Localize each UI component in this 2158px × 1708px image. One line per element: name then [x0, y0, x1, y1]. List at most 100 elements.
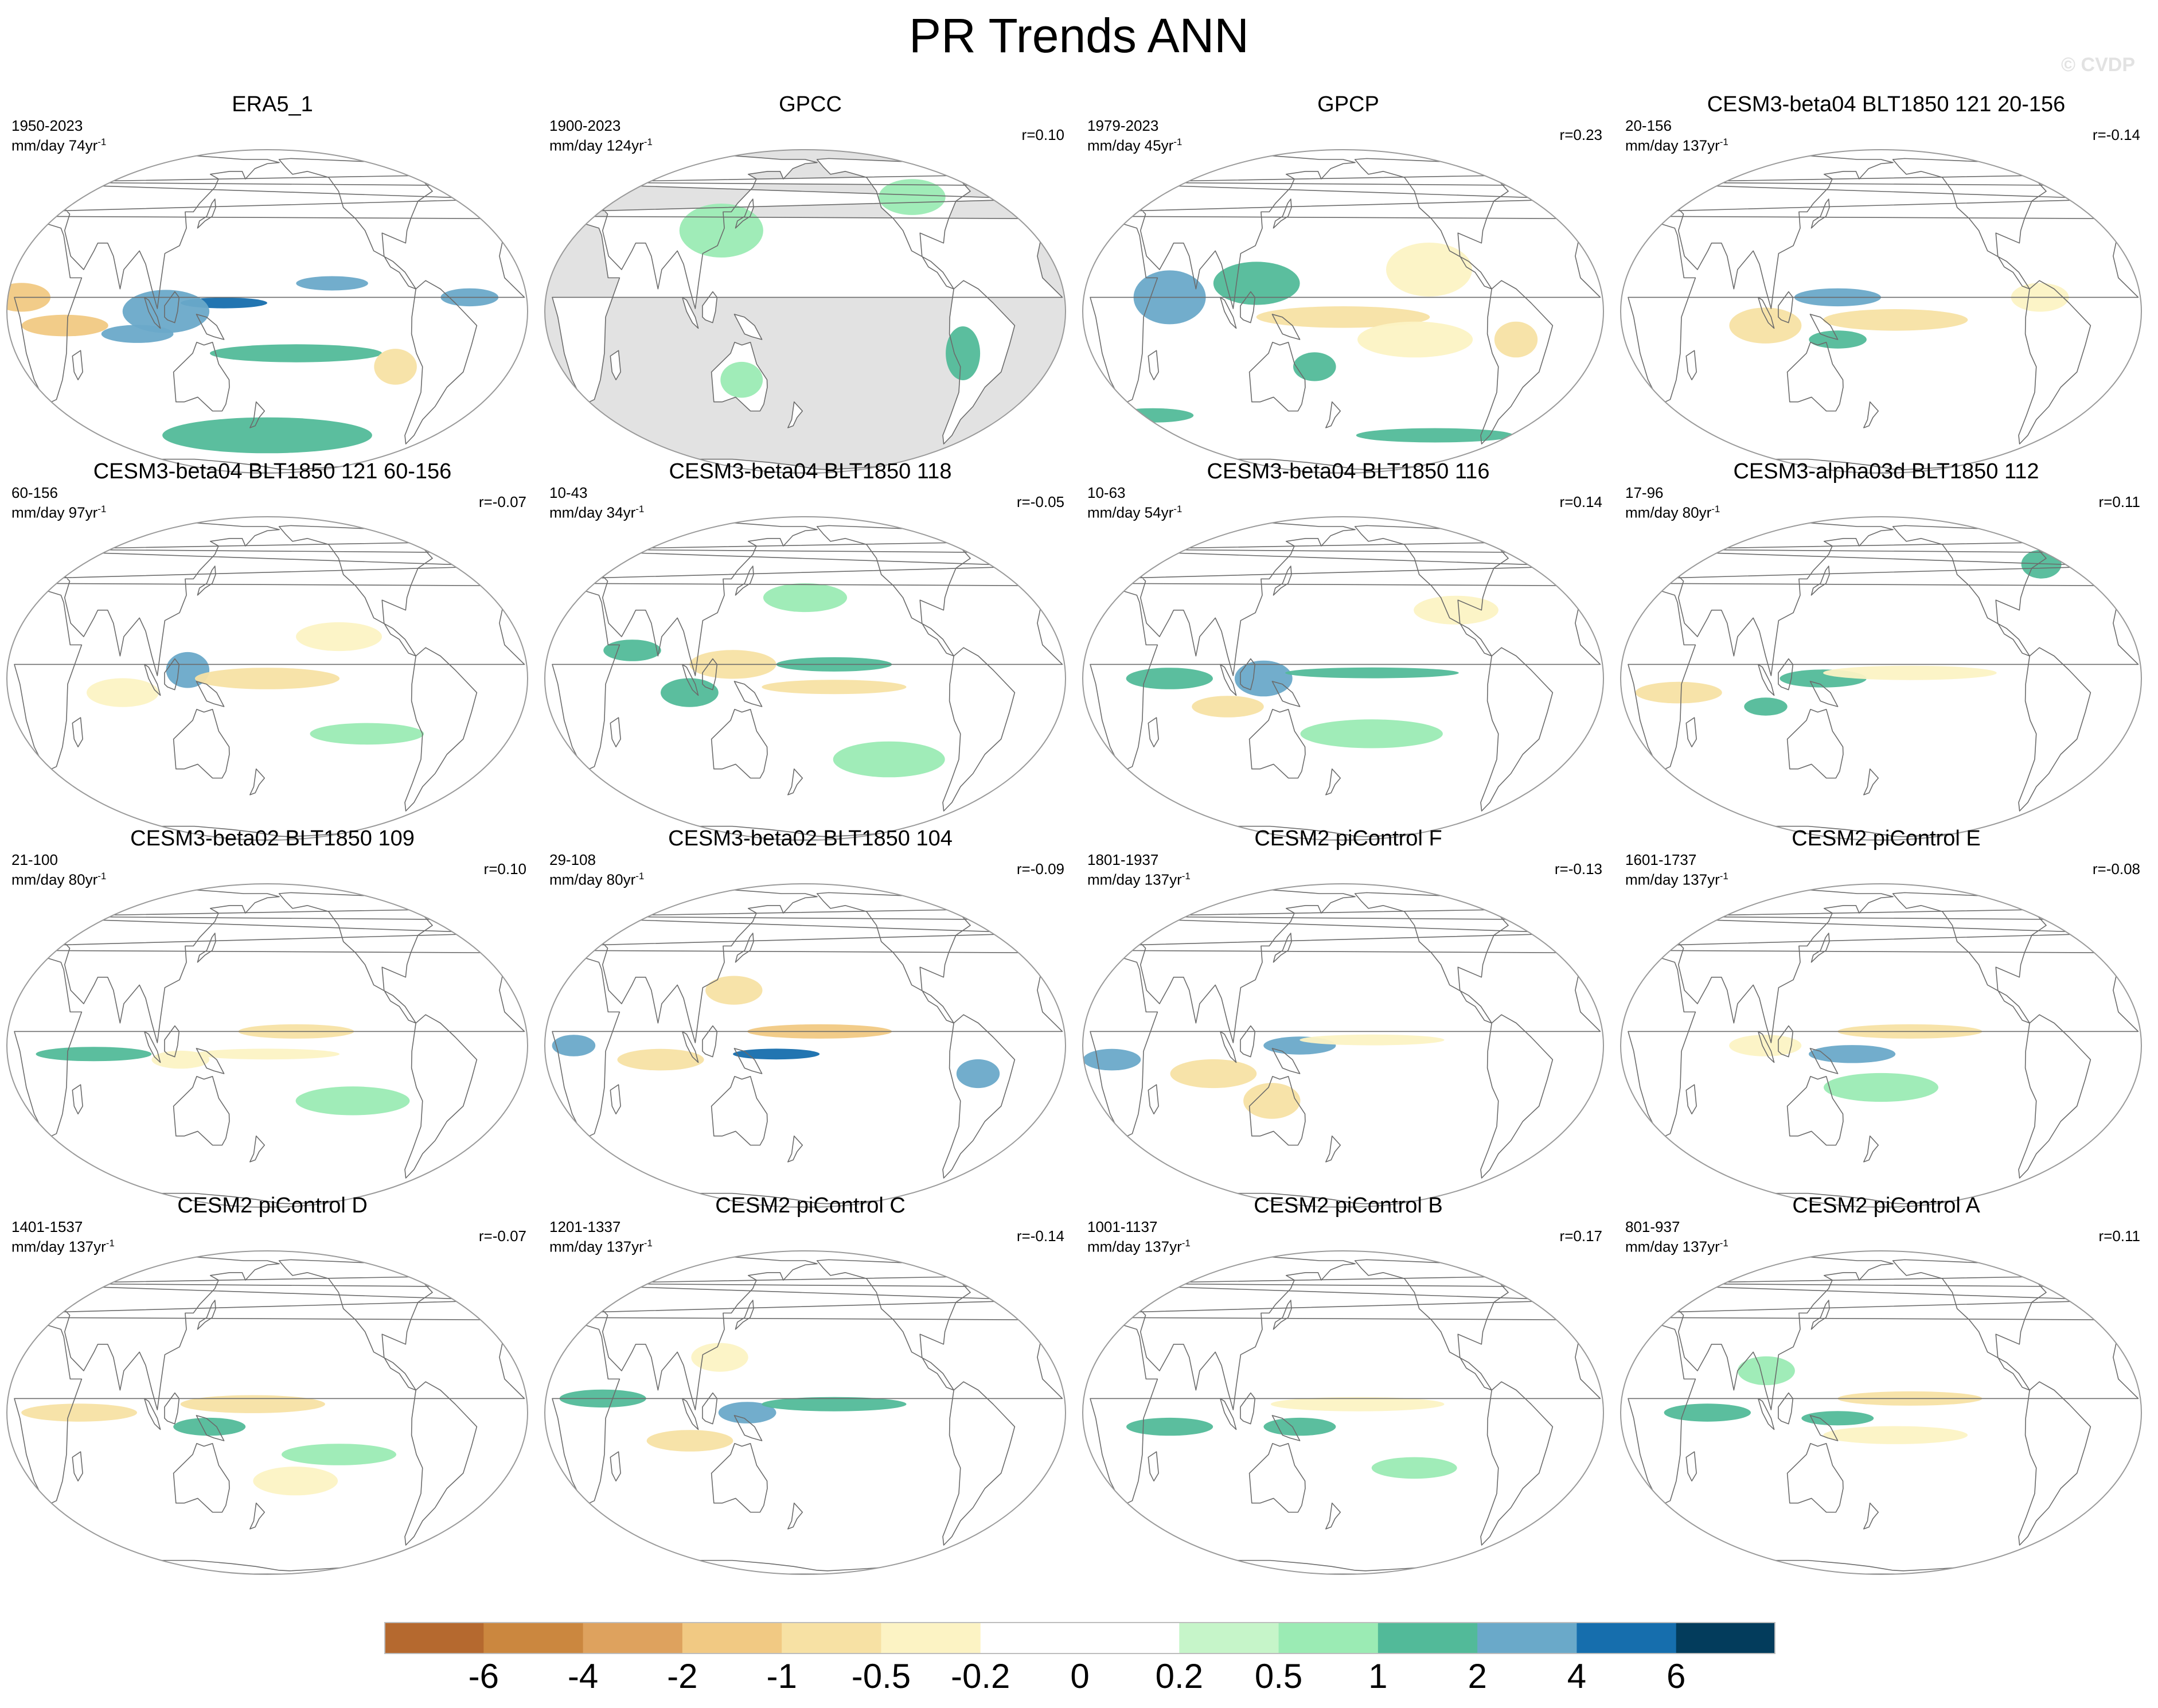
trend-region: [21, 314, 108, 337]
panel-pattern-correlation: r=0.11: [2098, 493, 2140, 510]
coastline-greenland: [1464, 150, 1521, 172]
colorbar-tick-label: 4: [1567, 1657, 1587, 1695]
coastline-borneo: [1240, 1392, 1256, 1425]
trend-region: [1371, 1457, 1457, 1479]
panel-years: 10-63: [1087, 484, 1126, 501]
panel-units: mm/day 80yr-1: [1625, 501, 1720, 521]
coastline-sumatra: [1758, 1031, 1775, 1063]
trend-region: [603, 639, 661, 661]
panel-units-exponent: -1: [1173, 137, 1183, 147]
colorbar-segment: [682, 1622, 782, 1654]
coastline-madagascar: [72, 717, 83, 747]
coastline-greenland: [926, 884, 984, 906]
trend-region: [617, 1048, 704, 1071]
trend-region: [1300, 1034, 1445, 1046]
coastline-madagascar: [1685, 717, 1697, 747]
trend-region: [194, 1048, 340, 1060]
land-mask-new-guinea: [734, 314, 762, 340]
panel-units-text: mm/day 45yr: [1087, 137, 1174, 154]
map-panel: CESM3-beta04 BLT1850 118 10-43 mm/day 34yr…: [544, 459, 1077, 841]
trend-region: [833, 741, 945, 778]
map-plot: [1620, 883, 2142, 1208]
coastline-borneo: [1778, 658, 1794, 691]
coastline-south-america: [942, 280, 1016, 444]
trend-region: [87, 678, 159, 707]
trend-region: [122, 290, 210, 333]
coastline-south-america: [404, 1381, 478, 1546]
colorbar-tick-label: 1: [1368, 1657, 1388, 1695]
coastline-sumatra: [1758, 297, 1775, 329]
panel-units-exponent: -1: [1719, 1238, 1728, 1249]
panel-pattern-correlation: r=-0.13: [1554, 860, 1602, 878]
map-panel: CESM3-beta04 BLT1850 116 10-63 mm/day 54yr…: [1082, 459, 1615, 841]
coastline-new-zealand: [249, 1135, 266, 1163]
colorbar-tick-label: -6: [468, 1657, 499, 1695]
panel-units: mm/day 137yr-1: [549, 1235, 653, 1255]
panel-pattern-correlation: r=-0.08: [2092, 860, 2140, 878]
trend-region: [310, 723, 424, 745]
trend-region: [162, 417, 372, 454]
coastline-south-america: [404, 647, 478, 812]
panel-years: 1950-2023: [11, 117, 83, 134]
coastline-south-america: [942, 647, 1016, 812]
map-background: [7, 884, 528, 1207]
coastline-madagascar: [1685, 1084, 1697, 1114]
trend-region: [720, 361, 763, 398]
colorbar-tick-label: 2: [1468, 1657, 1487, 1695]
coastline-madagascar: [1148, 350, 1159, 380]
colorbar-segment: [1676, 1622, 1775, 1654]
coastline-japan: [1273, 198, 1292, 229]
coastline-sumatra: [144, 1398, 161, 1430]
trend-region: [1170, 1059, 1257, 1089]
coastline-south-america: [2018, 1381, 2091, 1546]
coastline-japan: [735, 198, 754, 229]
trend-region: [1285, 667, 1459, 678]
trend-region: [1126, 668, 1213, 689]
coastline-south-america: [1480, 1014, 1554, 1179]
coastline-south-america: [942, 1014, 1016, 1179]
map-border: [1620, 883, 2142, 1208]
colorbar-segment: [1477, 1622, 1577, 1654]
coastline-borneo: [1240, 658, 1256, 691]
panel-pattern-correlation: r=-0.14: [2092, 126, 2140, 143]
panel-pattern-correlation: r=0.10: [1021, 126, 1064, 143]
coastline-sumatra: [682, 1031, 699, 1063]
panel-years: 1001-1137: [1087, 1218, 1158, 1235]
map-panel: CESM2 piControl F 1801-1937 mm/day 137yr-1…: [1082, 826, 1615, 1208]
map-plot: [1620, 516, 2142, 841]
coastline-borneo: [164, 1025, 180, 1058]
trend-region: [1635, 681, 1722, 704]
map-plot: [6, 149, 528, 474]
colorbar-segment: [980, 1622, 1080, 1654]
trend-region: [173, 1417, 246, 1436]
coastline-madagascar: [610, 350, 621, 380]
coastline-new-zealand: [787, 1135, 803, 1163]
panel-pattern-correlation: r=0.17: [1559, 1227, 1602, 1245]
map-border: [6, 883, 528, 1208]
trend-region: [296, 276, 368, 291]
map-plot: [1082, 149, 1604, 474]
trend-region: [1664, 1403, 1751, 1422]
coastline-japan: [1273, 1300, 1292, 1330]
panel-pattern-correlation: r=-0.07: [478, 493, 526, 510]
coastline-south-america: [1480, 647, 1554, 812]
coastline-australia: [711, 709, 768, 779]
map-border: [1082, 1250, 1604, 1575]
trend-region: [552, 1035, 596, 1056]
colorbar-segment: [1080, 1622, 1180, 1654]
map-panel: ERA5_1 1950-2023 mm/day 74yr-1: [6, 92, 539, 474]
coastline-australia: [711, 1443, 768, 1513]
land-mask-greenland: [926, 151, 984, 171]
colorbar-tick-label: -0.2: [951, 1657, 1010, 1695]
coastline-australia: [1248, 1443, 1306, 1513]
map-panel: GPCC 1900-2023 mm/day 124yr-1 r=0.10: [544, 92, 1077, 474]
map-background: [7, 150, 528, 473]
coastline-south-america: [2018, 1014, 2091, 1179]
coastline-sumatra: [1220, 297, 1237, 329]
panel-units: mm/day 80yr-1: [549, 868, 644, 888]
panel-pattern-correlation: r=-0.09: [1016, 860, 1064, 878]
map-plot: [6, 883, 528, 1208]
map-panel: CESM3-beta02 BLT1850 109 21-100 mm/day 80y…: [6, 826, 539, 1208]
panel-units-exponent: -1: [1173, 504, 1183, 514]
trend-region: [946, 326, 981, 380]
